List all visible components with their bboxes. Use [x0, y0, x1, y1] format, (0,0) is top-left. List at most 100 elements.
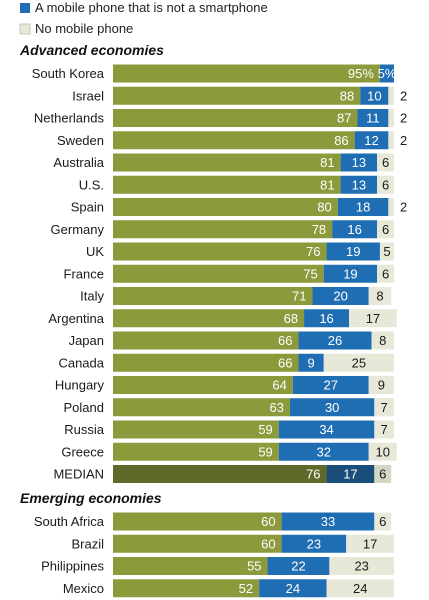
- bar-segment: [113, 109, 358, 127]
- data-label: 26: [328, 333, 342, 348]
- bar-segment: [113, 512, 282, 531]
- section-title: Advanced economies: [19, 42, 164, 58]
- data-label: 76: [306, 244, 320, 259]
- bar-segment: [113, 465, 327, 483]
- data-label: 2: [400, 200, 407, 215]
- bar-segment: [368, 287, 392, 305]
- data-label: 10: [376, 444, 390, 459]
- bar-segment: [259, 579, 327, 598]
- bar-segment: [340, 153, 378, 172]
- bar-segment: [326, 242, 380, 261]
- data-label: 25: [352, 355, 366, 370]
- bar-segment: [113, 220, 333, 239]
- data-label: 8: [376, 289, 383, 304]
- category-label: Germany: [51, 222, 105, 237]
- data-label: 88: [340, 88, 354, 103]
- data-label: 6: [382, 266, 389, 281]
- data-label: 76: [306, 467, 320, 482]
- bar-segment: [312, 287, 369, 305]
- bar-segment: [326, 579, 394, 598]
- bar-segment: [323, 264, 378, 283]
- category-label: U.S.: [79, 177, 104, 192]
- category-label: Netherlands: [34, 111, 105, 126]
- bar-segment: [377, 153, 394, 172]
- category-label: UK: [86, 244, 104, 259]
- data-label: 59: [258, 422, 272, 437]
- bar-segment: [113, 376, 293, 394]
- bar-segment: [323, 353, 394, 372]
- data-label: 87: [337, 111, 351, 126]
- bar-segment: [374, 465, 392, 483]
- bar-segment: [281, 512, 375, 531]
- bar-segment: [326, 465, 375, 483]
- bar-segment: [388, 131, 394, 150]
- data-label: 32: [317, 444, 331, 459]
- data-label: 7: [381, 422, 388, 437]
- bar-segment: [113, 287, 313, 305]
- bar-segment: [113, 420, 279, 439]
- section-title: Emerging economies: [20, 490, 162, 506]
- category-label: Brazil: [71, 536, 104, 551]
- category-label: France: [64, 266, 104, 281]
- data-label: 2: [400, 111, 407, 126]
- bar-segment: [113, 442, 279, 461]
- data-label: 23: [354, 559, 368, 574]
- data-label: 64: [272, 378, 286, 393]
- data-label: 63: [270, 400, 284, 415]
- bar-segment: [374, 512, 392, 531]
- data-label: 27: [324, 378, 338, 393]
- legend-label: A mobile phone that is not a smartphone: [35, 0, 268, 15]
- bar-segment: [340, 175, 378, 194]
- data-label: 33: [321, 514, 335, 529]
- category-label: Poland: [64, 400, 104, 415]
- category-label: South Africa: [34, 514, 105, 529]
- bar-segment: [292, 376, 369, 394]
- data-label: 11: [366, 111, 380, 126]
- data-label: 13: [352, 155, 366, 170]
- legend-label: No mobile phone: [35, 21, 133, 36]
- bar-segment: [113, 534, 282, 553]
- category-label: Hungary: [55, 378, 105, 393]
- data-label: 17: [363, 536, 377, 551]
- data-label: 34: [319, 422, 333, 437]
- data-label: 5: [383, 244, 390, 259]
- bar-segment: [278, 442, 369, 461]
- category-label: Spain: [71, 200, 104, 215]
- data-label: 6: [382, 177, 389, 192]
- bar-segment: [332, 220, 378, 239]
- bar-segment: [113, 398, 291, 417]
- bar-segment: [368, 442, 397, 461]
- data-label: 81: [320, 177, 334, 192]
- data-label: 86: [334, 133, 348, 148]
- category-label: Canada: [58, 355, 104, 370]
- bar-segment: [388, 198, 394, 216]
- data-label: 13: [352, 177, 366, 192]
- bar-segment: [379, 242, 394, 261]
- legend-swatch: [20, 3, 30, 13]
- data-label: 7: [381, 400, 388, 415]
- data-label: 24: [353, 581, 367, 596]
- category-label: South Korea: [32, 66, 105, 81]
- data-label: 19: [346, 244, 360, 259]
- bar-segment: [113, 153, 341, 172]
- category-label: Japan: [69, 333, 104, 348]
- data-label: 2: [400, 133, 407, 148]
- bar-segment: [281, 534, 347, 553]
- category-label: Greece: [61, 444, 104, 459]
- bar-segment: [377, 175, 394, 194]
- bar-segment: [329, 557, 394, 575]
- bar-segment: [113, 198, 338, 216]
- data-label: 80: [317, 200, 331, 215]
- data-label: 75: [303, 266, 317, 281]
- category-label: Sweden: [57, 133, 104, 148]
- bar-segment: [298, 353, 324, 372]
- bar-segment: [267, 557, 330, 575]
- data-label: 60: [261, 514, 275, 529]
- legend-swatch: [19, 23, 31, 35]
- bar-segment: [388, 86, 394, 105]
- bar-segment: [368, 376, 394, 394]
- data-label: 17: [343, 467, 357, 482]
- data-label: 30: [325, 400, 339, 415]
- data-label: 6: [379, 467, 386, 482]
- data-label: 5%: [378, 66, 397, 81]
